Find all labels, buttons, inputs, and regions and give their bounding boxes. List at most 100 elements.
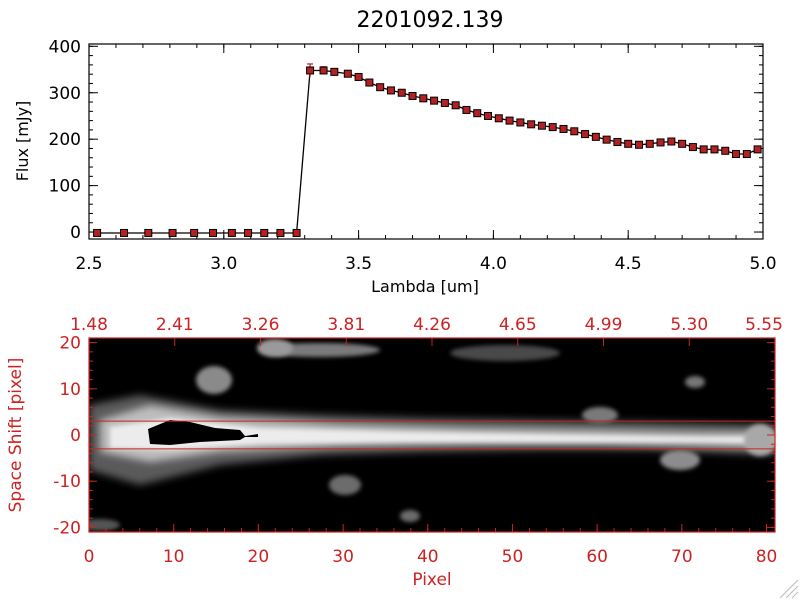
spectrum-x-axis-label: Lambda [um] [371,277,479,296]
spectrum-x-tick-label: 3.0 [210,254,237,274]
spectrum-point [419,94,428,103]
spectrum-point [462,105,471,114]
spectrum-point [244,228,253,237]
spectrum-point [537,121,546,130]
spectrum-point [276,228,285,237]
image-x-tick-label: 0 [84,547,95,567]
spectrum-point [742,150,751,159]
image-y-tick-label: -20 [53,518,81,538]
spectrum-point [430,96,439,105]
spectrum-point [732,150,741,159]
spectrum-point [306,66,315,75]
spectrum-point [451,101,460,110]
spectrum-point [591,132,600,141]
image-top-tick-label: 1.48 [70,315,108,335]
spectrum-point [292,228,301,237]
image-top-tick-label: 4.99 [585,315,623,335]
image-y-tick-label: 0 [70,426,81,446]
spectrum-point [645,139,654,148]
spectrum-point [753,145,762,154]
spectrum-point [397,88,406,97]
spectrum-point [634,140,643,149]
spectrum-point [570,127,579,136]
image-x-tick-label: 60 [586,547,608,567]
spectrum-point [330,67,339,76]
spectrum-point [93,228,102,237]
spectral-image [89,338,775,532]
image-x-tick-label: 50 [502,547,524,567]
image-x-tick-label: 30 [332,547,354,567]
spectrum-point [613,137,622,146]
image-x-tick-label: 10 [163,547,185,567]
spectrum-point [260,228,269,237]
spectrum-point [527,120,536,129]
image-panel: 0 10 20 30 40 50 60 70 80 -20 -10 0 10 20 1.48 2.41 3.… [6,315,783,590]
spectrum-point [505,116,514,125]
spectrum-y-ticks: 0 100 200 300 400 [49,37,763,243]
image-x-tick-label: 70 [671,547,693,567]
image-x-axis-label: Pixel [412,570,451,590]
spectrum-plot-frame [88,43,764,240]
resize-grip-icon[interactable] [779,579,799,599]
spectrum-point [667,137,676,146]
spectrum-y-axis-label: Flux [mJy] [13,101,32,182]
spectrum-point [559,124,568,133]
image-y-ticks: -20 -10 0 10 20 [53,334,775,538]
spectrum-y-tick-label: 100 [49,177,81,197]
spectrum-x-tick-label: 3.5 [345,254,372,274]
spectrum-point [516,118,525,127]
image-x-tick-label: 40 [417,547,439,567]
spectrum-y-tick-label: 300 [49,84,81,104]
image-top-wavelength-ticks: 1.48 2.41 3.26 3.81 4.26 4.65 4.99 5.30 5.55 [70,315,783,346]
spectrum-point [548,123,557,132]
spectrum-x-tick-label: 2.5 [75,254,102,274]
spectrum-point [376,83,385,92]
spectrum-point [494,114,503,123]
spectrum-point [120,228,129,237]
spectrum-point [408,92,417,100]
chart-title: 2201092.139 [357,8,504,33]
spectrum-point [656,138,665,147]
spectrum-y-tick-label: 0 [70,223,81,243]
spectrum-point [581,130,590,139]
spectrum-point [227,228,236,237]
spectrum-point [473,109,482,118]
image-top-tick-label: 2.41 [156,315,194,335]
image-top-tick-label: 5.30 [670,315,708,335]
spectrum-series [93,63,762,237]
image-top-tick-label: 5.55 [745,315,783,335]
spectrum-point [678,139,687,148]
spectrum-point [168,228,177,237]
spectrum-x-tick-label: 4.5 [615,254,642,274]
spectrum-point [710,145,719,154]
image-x-tick-label: 20 [248,547,270,567]
spectrum-point [440,98,449,107]
spectrum-point [365,78,374,87]
spectrum-point [144,228,153,237]
spectrum-point [209,228,218,237]
image-y-tick-label: 10 [59,380,81,400]
image-y-axis-label: Space Shift [pixel] [6,358,26,513]
spectrum-point [721,146,730,155]
spectrum-y-tick-label: 400 [49,37,81,57]
spectrum-x-tick-label: 4.0 [480,254,507,274]
image-y-tick-label: -10 [53,472,81,492]
spectrum-line [97,69,758,234]
spectrum-point [354,72,363,81]
spectrum-point [190,228,199,237]
spectrum-x-tick-label: 5.0 [749,254,776,274]
spectrum-point [484,111,493,120]
image-y-tick-label: 20 [59,334,81,354]
image-top-tick-label: 4.26 [413,315,451,335]
spectrum-point [319,66,328,75]
image-top-tick-label: 4.65 [499,315,537,335]
spectrum-y-tick-label: 200 [49,130,81,150]
image-top-tick-label: 3.26 [242,315,280,335]
spectrum-point [624,139,633,148]
spectrum-point [688,143,697,152]
spectrum-point [343,69,352,78]
spectrum-point [386,86,395,95]
image-top-tick-label: 3.81 [327,315,365,335]
spectrum-point [699,145,708,154]
